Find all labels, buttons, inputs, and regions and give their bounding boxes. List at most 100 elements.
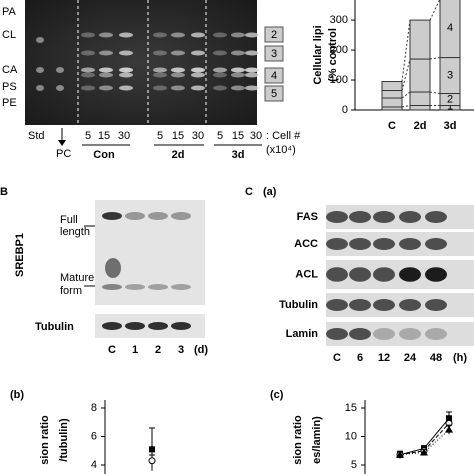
bar-segment (409, 58, 431, 93)
tlc-band (99, 32, 113, 38)
tlc-band (245, 72, 259, 78)
band-box (264, 67, 284, 84)
band-box (264, 26, 284, 43)
cell-count: 5 (217, 130, 223, 142)
blot-band (373, 211, 395, 223)
group-label: 3d (232, 149, 245, 161)
point (420, 448, 428, 456)
protein-label: ACL (295, 268, 318, 280)
y-tick-label: 8 (91, 402, 97, 414)
tlc-band (119, 32, 133, 38)
blot-band (102, 212, 122, 220)
blot-band (125, 284, 145, 290)
lipid-label: PS (2, 81, 17, 93)
full-label: Full (60, 214, 78, 226)
tlc-band (119, 67, 133, 73)
panel-letter: C (245, 186, 253, 198)
lane-label: 3 (178, 344, 184, 356)
std-label: Std (28, 130, 45, 142)
lane-label: 6 (357, 352, 363, 364)
tlc-plate (25, 0, 257, 125)
segment-label: 4 (447, 22, 453, 34)
lane-label: 1 (132, 344, 138, 356)
blot-band (349, 211, 371, 223)
y-tick-label: 0 (342, 104, 348, 116)
cell-count: 15 (98, 130, 110, 142)
protein-label: Lamin (286, 328, 319, 340)
bar-segment (409, 19, 431, 60)
tlc-band (191, 72, 205, 78)
blot-band (148, 212, 168, 220)
blot-band (148, 284, 168, 290)
cell-count: 15 (232, 130, 244, 142)
group-label: 2d (172, 149, 185, 161)
blot-band (425, 328, 447, 340)
tlc-band (153, 50, 167, 56)
blot-band (373, 299, 395, 311)
point (148, 457, 156, 465)
mature-label: Mature (60, 272, 94, 284)
std-spot (56, 67, 64, 73)
tlc-band (153, 32, 167, 38)
arrow-head (58, 140, 66, 146)
tlc-band (213, 67, 227, 73)
tlc-band (119, 50, 133, 56)
blot-band (171, 212, 191, 220)
tlc-band (231, 50, 245, 56)
lipid-label: CL (2, 29, 16, 41)
tlc-band (191, 32, 205, 38)
connector (401, 91, 411, 99)
tlc-band (99, 85, 113, 91)
connector (401, 20, 411, 82)
connector (429, 91, 441, 95)
blot-band (102, 322, 122, 330)
band-number: 2 (271, 29, 277, 41)
tlc-band (99, 72, 113, 78)
lane-label: 2 (155, 344, 161, 356)
full-label: length (60, 226, 90, 238)
blot-band (326, 211, 348, 223)
protein-label: ACC (294, 238, 318, 250)
tlc-band (153, 67, 167, 73)
y-axis-label: Cellular lipi (312, 25, 324, 84)
tlc-band (153, 85, 167, 91)
blot-band (373, 328, 395, 340)
blot-band (326, 238, 348, 250)
tlc-band (191, 67, 205, 73)
segment-label: 3 (447, 69, 453, 81)
y-axis-label: sion ratio (39, 415, 51, 465)
blot-band (326, 328, 348, 340)
y-tick-label: 300 (330, 14, 348, 26)
tlc-band (213, 32, 227, 38)
cell-unit: (x10⁴) (266, 144, 296, 156)
band-number: 3 (271, 48, 277, 60)
blot-band (326, 299, 348, 311)
tlc-band (171, 85, 185, 91)
tlc-band (81, 67, 95, 73)
std-spot (56, 85, 64, 91)
pc-label: PC (56, 148, 71, 160)
cell-count: 30 (250, 130, 262, 142)
protein-label: FAS (297, 211, 318, 223)
tlc-band (171, 72, 185, 78)
protein-label: Tubulin (279, 299, 318, 311)
lipid-label: PA (2, 6, 17, 18)
cell-label: : Cell # (266, 130, 301, 142)
tlc-band (245, 85, 259, 91)
group-label: Con (93, 149, 115, 161)
band-box (264, 85, 284, 102)
panel-label: (c) (270, 389, 284, 401)
blot-band (171, 322, 191, 330)
band-number: 5 (271, 88, 277, 100)
band-number: 4 (271, 70, 277, 82)
x-tick-label: 2d (414, 120, 427, 132)
std-spot (36, 37, 44, 43)
std-spot (36, 85, 44, 91)
y-tick-label: 15 (345, 402, 357, 414)
tlc-band (213, 72, 227, 78)
tlc-band (231, 85, 245, 91)
tlc-band (171, 50, 185, 56)
blot-band (171, 284, 191, 290)
blot-band (349, 267, 371, 282)
blot-band (399, 328, 421, 340)
